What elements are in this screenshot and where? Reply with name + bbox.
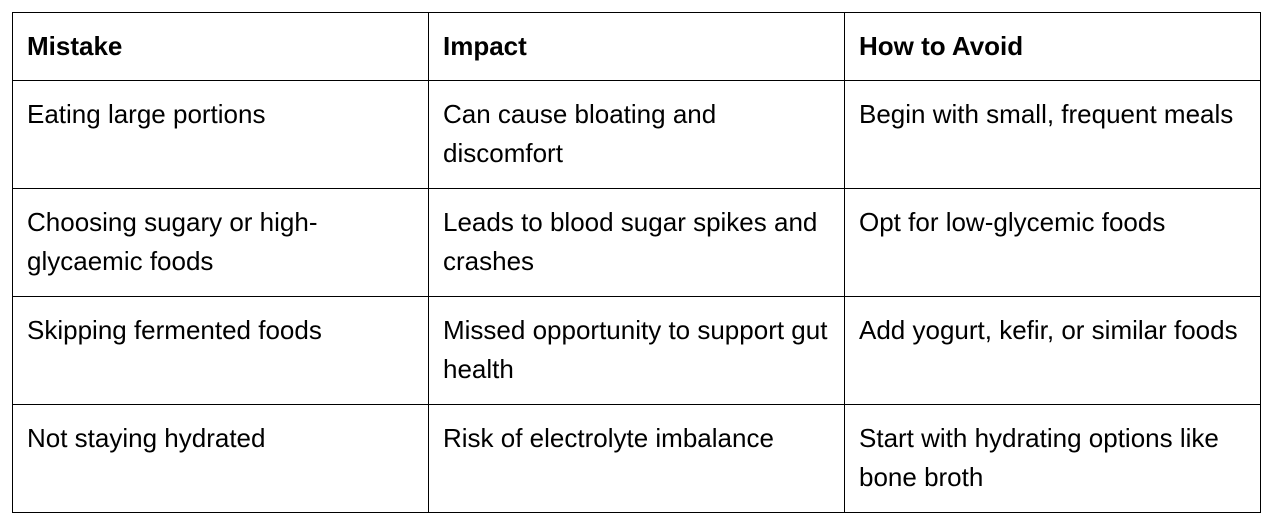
table-cell: Opt for low-glycemic foods xyxy=(844,188,1261,297)
table-cell: Missed opportunity to support gut health xyxy=(428,296,845,405)
table-cell: Add yogurt, kefir, or similar foods xyxy=(844,296,1261,405)
table-row: Not staying hydrated Risk of electrolyte … xyxy=(12,404,1261,513)
table-body: Eating large portions Can cause bloating … xyxy=(12,80,1261,513)
table-row: Choosing sugary or high-glycaemic foods L… xyxy=(12,188,1261,297)
header-cell: Mistake xyxy=(12,12,429,81)
table-cell: Leads to blood sugar spikes and crashes xyxy=(428,188,845,297)
header-cell: Impact xyxy=(428,12,845,81)
table-row: Skipping fermented foods Missed opportuni… xyxy=(12,296,1261,405)
table-cell: Choosing sugary or high-glycaemic foods xyxy=(12,188,429,297)
header-cell: How to Avoid xyxy=(844,12,1261,81)
table-row: Eating large portions Can cause bloating … xyxy=(12,80,1261,189)
table-cell: Skipping fermented foods xyxy=(12,296,429,405)
table-cell: Begin with small, frequent meals xyxy=(844,80,1261,189)
table-cell: Can cause bloating and discomfort xyxy=(428,80,845,189)
table: Mistake Impact How to Avoid Eating large p… xyxy=(12,12,1261,513)
table-cell: Risk of electrolyte imbalance xyxy=(428,404,845,513)
table-cell: Eating large portions xyxy=(12,80,429,189)
table-cell: Not staying hydrated xyxy=(12,404,429,513)
table-cell: Start with hydrating options like bone b… xyxy=(844,404,1261,513)
header-row: Mistake Impact How to Avoid xyxy=(12,12,1261,81)
